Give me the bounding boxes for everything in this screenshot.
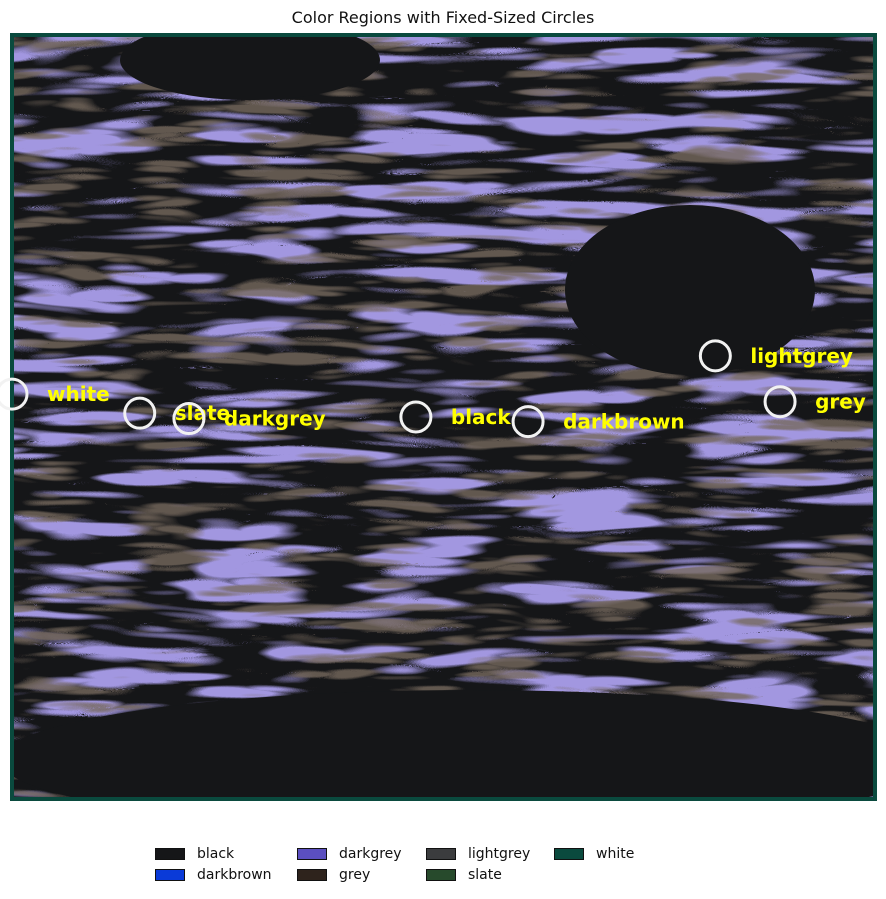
legend-label-darkbrown: darkbrown xyxy=(197,867,272,883)
marker-circle-lightgrey xyxy=(698,339,732,373)
legend-label-darkgrey: darkgrey xyxy=(339,846,402,862)
legend-swatch-slate xyxy=(426,869,456,881)
legend-swatch-darkbrown xyxy=(155,869,185,881)
marker-label-lightgrey: lightgrey xyxy=(750,344,853,368)
legend-item-grey: grey xyxy=(297,867,370,883)
dark-region-east xyxy=(565,205,815,375)
legend-swatch-black xyxy=(155,848,185,860)
legend-item-darkgrey: darkgrey xyxy=(297,846,402,862)
chart-title: Color Regions with Fixed-Sized Circles xyxy=(291,8,595,27)
texture-layer xyxy=(12,35,875,799)
legend-item-lightgrey: lightgrey xyxy=(426,846,530,862)
legend-label-white: white xyxy=(596,846,635,862)
legend-swatch-grey xyxy=(297,869,327,881)
marker-label-darkbrown: darkbrown xyxy=(563,410,685,434)
marker-circle-darkbrown xyxy=(511,405,545,439)
plot-frame xyxy=(10,33,877,801)
legend-item-darkbrown: darkbrown xyxy=(155,867,272,883)
legend-item-slate: slate xyxy=(426,867,502,883)
legend-label-lightgrey: lightgrey xyxy=(468,846,531,862)
legend-label-black: black xyxy=(197,846,235,862)
legend-label-slate: slate xyxy=(468,867,502,883)
dark-region-north xyxy=(120,35,380,100)
marker-circle-white xyxy=(0,377,29,411)
marker-label-darkgrey: darkgrey xyxy=(224,407,326,431)
legend-swatch-lightgrey xyxy=(426,848,456,860)
marker-label-black: black xyxy=(451,405,512,429)
legend-item-white: white xyxy=(554,846,634,862)
marker-circle-grey xyxy=(763,385,797,419)
marker-label-grey: grey xyxy=(815,390,866,414)
legend-swatch-darkgrey xyxy=(297,848,327,860)
marker-circle-black xyxy=(399,400,433,434)
dark-region-south xyxy=(12,690,875,799)
marker-label-white: white xyxy=(47,382,110,406)
legend-label-grey: grey xyxy=(339,867,371,883)
marker-circle-darkgrey xyxy=(172,402,206,436)
legend-item-black: black xyxy=(155,846,234,862)
legend-swatch-white xyxy=(554,848,584,860)
marker-circle-slate xyxy=(123,396,157,430)
